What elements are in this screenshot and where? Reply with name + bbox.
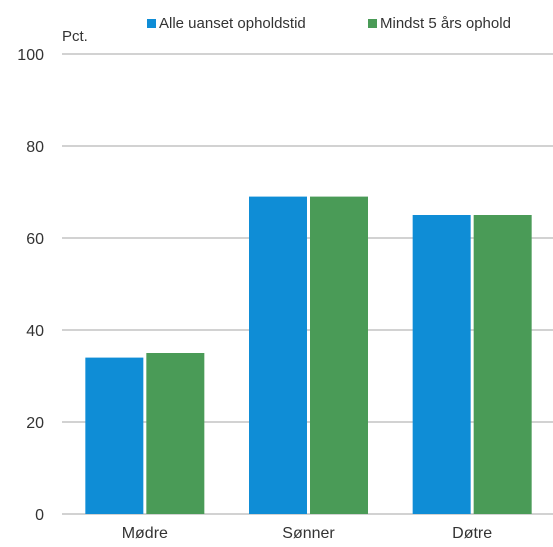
category-labels: Mødre Sønner Døtre <box>122 525 493 542</box>
y-tick-label: 40 <box>26 323 44 340</box>
legend-swatch <box>147 19 156 28</box>
y-tick-label: 0 <box>35 507 44 524</box>
category-label: Døtre <box>452 525 492 542</box>
legend-label: Alle uanset opholdstid <box>159 15 306 32</box>
bar-mindst-5-2 <box>473 215 532 514</box>
category-label: Mødre <box>122 525 168 542</box>
bar-alle-2 <box>412 215 471 514</box>
legend: Alle uanset opholdstid Mindst 5 års ophol… <box>147 15 511 32</box>
bar-mindst-5-1 <box>310 196 368 514</box>
legend-swatch <box>368 19 377 28</box>
category-label: Sønner <box>282 525 335 542</box>
bars <box>85 196 532 514</box>
y-tick-label: 80 <box>26 139 44 156</box>
bar-alle-0 <box>85 357 144 514</box>
legend-label: Mindst 5 års ophold <box>380 15 511 32</box>
bar-mindst-5-0 <box>146 353 205 514</box>
y-tick-label: 20 <box>26 415 44 432</box>
y-tick-label: 60 <box>26 231 44 248</box>
gridlines <box>62 53 553 515</box>
y-tick-label: 100 <box>17 47 44 64</box>
y-axis-unit-label: Pct. <box>62 28 88 45</box>
y-axis-tick-labels: 0 20 40 60 80 100 <box>17 47 44 524</box>
bar-alle-1 <box>249 196 307 514</box>
